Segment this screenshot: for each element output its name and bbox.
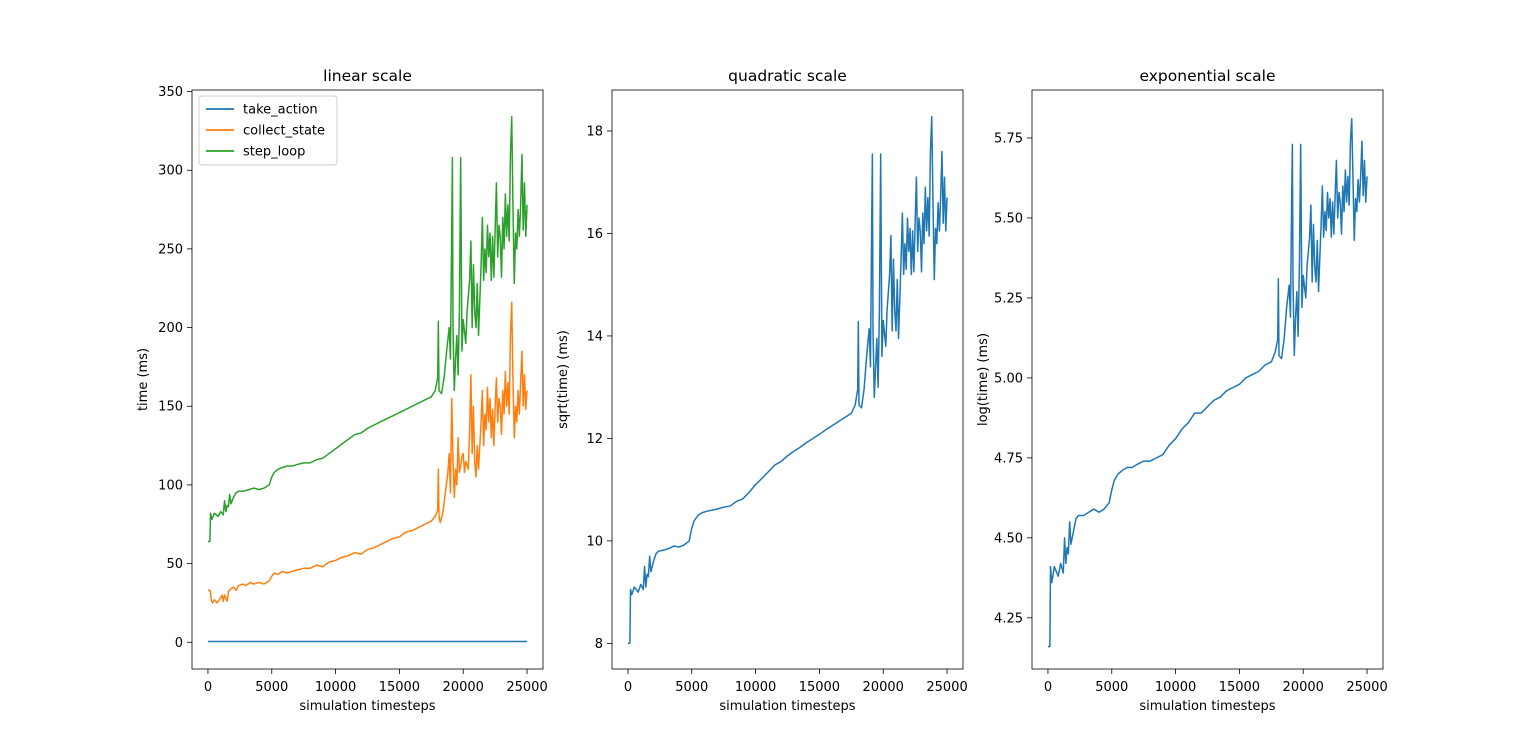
y-tick-label: 4.25 [994,611,1023,626]
y-tick-label: 5.75 [994,131,1023,146]
y-axis-label: sqrt(time) (ms) [556,330,571,429]
plot-frame [191,89,544,670]
y-tick-label: 5.00 [994,371,1023,386]
chart-title: linear scale [323,67,412,85]
x-tick-label: 25000 [1346,680,1387,695]
x-tick-label: 5000 [1095,680,1128,695]
y-tick-label: 100 [158,478,183,493]
legend-box [198,95,338,166]
y-tick-label: 18 [586,124,603,139]
x-tick-label: 5000 [675,680,708,695]
x-tick-label: 20000 [863,680,904,695]
y-tick-label: 250 [158,242,183,257]
y-tick-label: 14 [586,329,603,344]
y-tick-label: 350 [158,85,183,100]
legend: take_action collect_state step_loop [198,95,338,166]
plot-frame [1031,89,1384,670]
x-axis-label: simulation timesteps [1139,699,1275,714]
x-tick-label: 25000 [506,680,547,695]
series-line-collect-state [207,301,528,604]
y-tick-label: 200 [158,321,183,336]
y-tick-label: 10 [586,534,603,549]
x-tick-label: 25000 [926,680,967,695]
chart-panel-0: 0 5000 10000 15000 20000 25000 0 50 100 150 200 250… [136,67,548,714]
legend-label-take-action: take_action [243,103,318,118]
x-tick-label: 20000 [443,680,484,695]
x-tick-label: 10000 [735,680,776,695]
y-axis-label: log(time) (ms) [976,333,991,426]
legend-label-step-loop: step_loop [243,145,305,160]
chart-panel-1: 0 5000 10000 15000 20000 25000 8 10 12 14 16 18 quad… [556,67,968,714]
x-tick-label: 15000 [379,680,420,695]
y-tick-label: 50 [166,557,183,572]
y-tick-label: 0 [175,636,183,651]
y-axis-label: time (ms) [136,348,151,411]
x-tick-label: 10000 [1155,680,1196,695]
x-tick-label: 15000 [1219,680,1260,695]
series-line-1-0 [627,115,948,645]
plot-frame [611,89,964,670]
series-line-step-loop [207,116,528,543]
y-tick-label: 16 [586,227,603,242]
y-tick-label: 4.75 [994,451,1023,466]
x-tick-label: 0 [204,680,212,695]
x-tick-label: 5000 [255,680,288,695]
x-tick-label: 20000 [1283,680,1324,695]
y-tick-label: 4.50 [994,531,1023,546]
series-line-2-0 [1047,118,1368,648]
chart-title: quadratic scale [728,67,847,85]
x-tick-label: 10000 [315,680,356,695]
x-axis-label: simulation timesteps [719,699,855,714]
y-tick-label: 8 [595,637,603,652]
x-axis-label: simulation timesteps [299,699,435,714]
chart-panel-2: 0 5000 10000 15000 20000 25000 4.25 4.50 4.75 5.0… [976,67,1388,714]
y-tick-label: 300 [158,164,183,179]
y-tick-label: 5.50 [994,211,1023,226]
x-tick-label: 0 [624,680,632,695]
x-tick-label: 15000 [799,680,840,695]
y-tick-label: 5.25 [994,291,1023,306]
y-tick-label: 12 [586,432,603,447]
x-tick-label: 0 [1044,680,1052,695]
y-tick-label: 150 [158,400,183,415]
legend-label-collect-state: collect_state [243,124,325,139]
chart-title: exponential scale [1140,67,1276,85]
